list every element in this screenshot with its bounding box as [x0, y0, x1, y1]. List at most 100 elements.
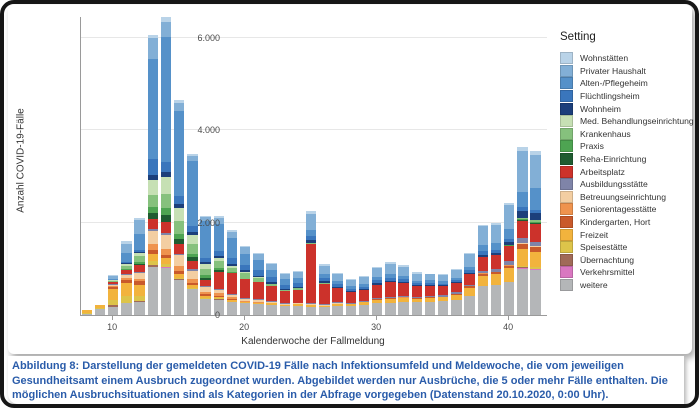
bar-segment: [437, 275, 449, 282]
bar-segment: [424, 297, 436, 299]
bar-segment: [451, 269, 462, 278]
legend-item: Verkehrsmittel: [560, 266, 692, 279]
bar-segment: [464, 295, 475, 315]
bar-segment: [200, 285, 211, 287]
legend-swatch: [560, 228, 573, 241]
bar-segment: [424, 273, 436, 275]
bar-segment: [107, 285, 119, 286]
bar-segment: [385, 297, 396, 299]
bar-segment: [173, 203, 185, 208]
legend-swatch: [560, 52, 573, 65]
bar-segment: [266, 304, 277, 315]
bar-segment: [451, 299, 462, 315]
bar-segment: [358, 300, 370, 302]
gridline: [81, 36, 547, 38]
bar-segment: [464, 287, 475, 296]
bar-segment: [437, 281, 449, 284]
bar-segment: [239, 273, 251, 279]
bar-segment: [319, 305, 330, 308]
bar-segment: [213, 296, 224, 299]
bar-segment: [160, 21, 172, 37]
legend-label: Wohnstätten: [580, 53, 629, 64]
bar-segment: [213, 271, 224, 289]
bar-segment: [160, 232, 172, 235]
legend-label: Alten-/Pflegeheim: [580, 78, 648, 89]
bar-segment: [160, 248, 172, 255]
bar-segment: [226, 299, 238, 301]
bar-segment: [134, 265, 145, 272]
bar-segment: [490, 249, 502, 253]
bar-segment: [226, 295, 238, 298]
legend-item: weitere: [560, 278, 692, 292]
bar-segment: [411, 283, 422, 286]
bar-segment: [226, 263, 238, 266]
legend-label: Reha-Einrichtung: [580, 154, 647, 165]
bar-segment: [385, 277, 396, 281]
legend-label: Seniorentagesstätte: [580, 204, 657, 215]
bar-segment: [530, 222, 541, 224]
bar-segment: [451, 268, 462, 270]
bar-segment: [187, 243, 198, 254]
legend-item: Seniorentagesstätte: [560, 203, 692, 216]
bar-segment: [213, 299, 224, 315]
bar-segment: [464, 284, 475, 287]
bar-segment: [121, 263, 132, 265]
bar-segment: [411, 298, 422, 303]
bar-segment: [358, 286, 370, 290]
bar-segment: [134, 249, 145, 252]
y-tick-label: 0: [214, 310, 220, 320]
bar-segment: [226, 238, 238, 258]
bar-segment: [173, 277, 185, 280]
bar-segment: [305, 303, 317, 304]
bar-segment: [253, 275, 264, 278]
bar-segment: [213, 216, 224, 218]
stacked-bar-week-42: [530, 150, 541, 315]
bar-segment: [253, 300, 264, 303]
bar-segment: [173, 266, 185, 272]
bar-segment: [239, 278, 251, 280]
legend-item: Med. Behandlungseinrichtung: [560, 115, 694, 128]
stacked-bar-week-20: [239, 245, 251, 315]
bar-segment: [332, 280, 343, 285]
bar-segment: [107, 288, 119, 300]
bar-segment: [517, 220, 528, 239]
stacked-bar-week-35: [437, 274, 449, 315]
bar-segment: [305, 239, 317, 243]
bar-segment: [319, 307, 330, 315]
bar-segment: [200, 215, 211, 218]
legend-item: Kindergarten, Hort: [560, 216, 692, 229]
bar-segment: [398, 265, 409, 267]
bar-segment: [147, 260, 158, 266]
bar-segment: [279, 303, 290, 305]
bar-segment: [160, 254, 172, 259]
bar-segment: [411, 272, 422, 274]
bar-segment: [200, 264, 211, 270]
y-tick-label: 2.000: [197, 217, 220, 228]
bar-segment: [200, 258, 211, 263]
legend-item: Ausbildungsstätte: [560, 178, 692, 191]
bar-segment: [477, 226, 488, 245]
bar-segment: [160, 17, 172, 22]
bar-segment: [147, 267, 158, 315]
stacked-bar-week-19: [226, 230, 238, 315]
bar-segment: [121, 302, 132, 304]
bar-segment: [371, 285, 383, 299]
bar-segment: [424, 298, 436, 302]
bar-segment: [305, 303, 317, 305]
bar-segment: [319, 303, 330, 305]
bar-segment: [332, 303, 343, 306]
bar-segment: [160, 208, 172, 215]
bar-segment: [160, 258, 172, 264]
bar-segment: [385, 280, 396, 283]
bar-segment: [94, 308, 106, 310]
bar-segment: [477, 273, 488, 276]
bar-segment: [213, 298, 224, 300]
bar-segment: [530, 213, 541, 221]
bar-segment: [213, 290, 224, 293]
bar-segment: [437, 295, 449, 297]
stacked-bar-week-36: [451, 268, 462, 315]
bar-segment: [253, 281, 264, 300]
bar-segment: [187, 269, 198, 271]
bar-segment: [477, 244, 488, 252]
bar-segment: [226, 257, 238, 264]
